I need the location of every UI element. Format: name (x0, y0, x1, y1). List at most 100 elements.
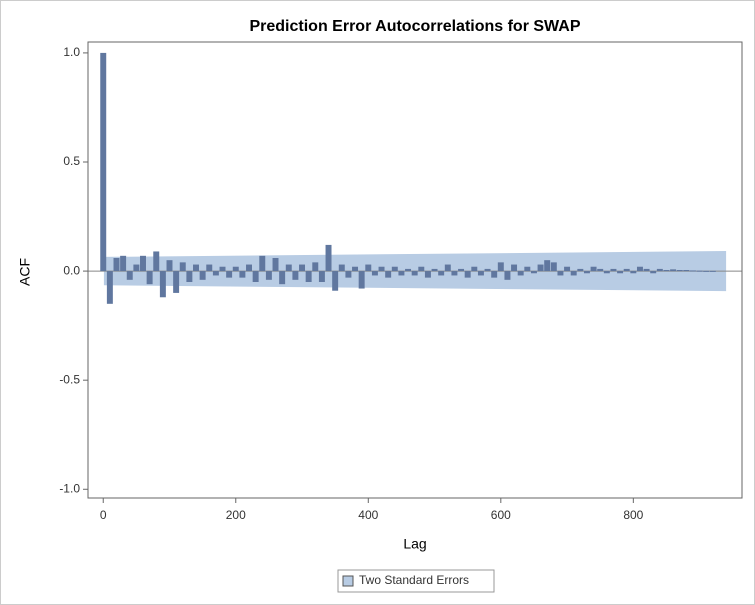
acf-bar (537, 264, 544, 272)
acf-bar (603, 271, 610, 274)
acf-bar (398, 271, 405, 276)
acf-bar (325, 244, 332, 272)
acf-bar (299, 264, 306, 272)
x-tick-label: 800 (623, 508, 643, 522)
acf-bar (259, 255, 266, 272)
acf-bar (670, 269, 677, 272)
acf-bar (279, 271, 286, 285)
acf-bar (590, 266, 597, 272)
acf-bar (391, 266, 398, 272)
acf-bar (464, 271, 471, 278)
acf-bar (265, 271, 272, 280)
acf-bar (696, 270, 703, 272)
acf-bar (173, 271, 180, 293)
acf-bar (438, 271, 445, 276)
acf-bar (530, 271, 537, 274)
acf-bar (100, 52, 107, 272)
acf-bar (206, 264, 213, 272)
legend-swatch (342, 575, 354, 587)
acf-bar (418, 266, 425, 272)
y-tick-label: 1.0 (63, 45, 80, 59)
acf-bar (371, 271, 378, 276)
acf-bar (179, 262, 186, 272)
y-axis-label: ACF (17, 258, 33, 286)
acf-bar (133, 264, 140, 272)
acf-bar (650, 271, 657, 274)
acf-bar (378, 266, 385, 272)
acf-bar (212, 271, 219, 276)
acf-bar (583, 271, 590, 274)
acf-bar (683, 270, 690, 272)
y-tick-label: 0.5 (63, 154, 80, 168)
x-tick-label: 600 (491, 508, 511, 522)
acf-bar (113, 258, 120, 272)
acf-bar (636, 266, 643, 272)
x-tick-label: 200 (226, 508, 246, 522)
acf-bar (365, 264, 372, 272)
acf-bar (345, 271, 352, 278)
acf-bar (246, 264, 252, 272)
acf-bar (199, 271, 206, 280)
acf-bar (610, 268, 617, 272)
acf-bar (471, 266, 478, 272)
acf-bar (623, 268, 630, 272)
x-tick-label: 400 (358, 508, 378, 522)
acf-bar (497, 262, 504, 272)
acf-bar (689, 270, 696, 272)
acf-bar (106, 271, 113, 304)
x-axis-label: Lag (403, 536, 426, 552)
acf-bar (232, 266, 239, 272)
acf-bar (153, 251, 160, 272)
acf-bar (159, 271, 166, 298)
acf-bar (484, 268, 491, 272)
x-tick-label: 0 (100, 508, 107, 522)
acf-bar (193, 264, 199, 272)
acf-bar (663, 270, 670, 272)
acf-bar (332, 271, 339, 291)
acf-bar (411, 271, 418, 276)
acf-bar (656, 268, 663, 272)
acf-bar (226, 271, 233, 278)
acf-bar (630, 271, 637, 274)
acf-bar (564, 266, 571, 272)
y-tick-label: -0.5 (59, 372, 80, 386)
chart-title: Prediction Error Autocorrelations for SW… (249, 18, 580, 35)
acf-bar (352, 266, 359, 272)
legend-label: Two Standard Errors (359, 573, 469, 587)
y-tick-label: 0.0 (63, 263, 80, 277)
acf-bar (491, 271, 498, 278)
acf-bar (517, 271, 524, 276)
acf-bar (431, 268, 438, 272)
acf-bar (550, 262, 557, 272)
acf-bar (385, 271, 392, 278)
acf-bar (126, 271, 133, 280)
acf-bar (451, 271, 458, 276)
plot-frame (87, 41, 743, 499)
acf-bar (305, 271, 312, 282)
legend (337, 569, 495, 593)
acf-bar (504, 271, 511, 280)
acf-bar (312, 262, 319, 272)
acf-bar (617, 271, 624, 274)
acf-bar (405, 268, 412, 272)
acf-bar (285, 264, 292, 272)
acf-bar (120, 255, 127, 272)
acf-bar (709, 270, 716, 272)
acf-bar (146, 271, 153, 285)
acf-bar (338, 264, 345, 272)
acf-bar (219, 266, 226, 272)
acf-bar (424, 271, 431, 278)
acf-bar (166, 260, 173, 272)
acf-bar (358, 271, 365, 289)
acf-bar (643, 268, 650, 272)
acf-bar (477, 271, 484, 276)
acf-bar (676, 270, 683, 272)
acf-bar (318, 271, 325, 282)
acf-bar (577, 268, 584, 272)
acf-bar (272, 258, 279, 272)
acf-bar (544, 260, 551, 272)
acf-bar (444, 264, 451, 272)
acf-bar (252, 271, 259, 282)
